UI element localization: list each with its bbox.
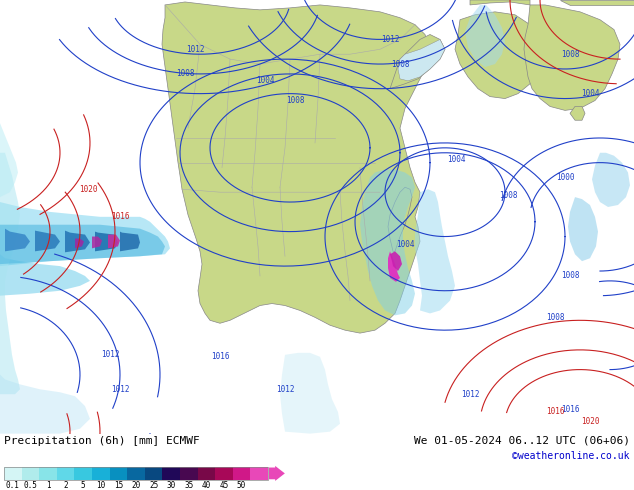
Bar <box>180 467 198 480</box>
Polygon shape <box>108 235 120 248</box>
Polygon shape <box>388 187 412 251</box>
Polygon shape <box>65 231 90 252</box>
Text: 40: 40 <box>202 481 211 490</box>
Bar <box>39 467 57 480</box>
Polygon shape <box>390 251 402 271</box>
Text: 50: 50 <box>237 481 246 490</box>
Text: 2: 2 <box>63 481 68 490</box>
Text: 15: 15 <box>113 481 123 490</box>
Polygon shape <box>570 106 585 120</box>
Text: 20: 20 <box>131 481 141 490</box>
Polygon shape <box>568 197 598 261</box>
FancyArrow shape <box>269 466 285 481</box>
Text: Precipitation (6h) [mm] ECMWF: Precipitation (6h) [mm] ECMWF <box>4 436 200 446</box>
Bar <box>92 467 110 480</box>
Text: ©weatheronline.co.uk: ©weatheronline.co.uk <box>512 451 630 461</box>
Text: 1008: 1008 <box>546 313 564 322</box>
Polygon shape <box>470 0 530 5</box>
Text: 25: 25 <box>149 481 158 490</box>
Text: We 01-05-2024 06..12 UTC (06+06): We 01-05-2024 06..12 UTC (06+06) <box>414 436 630 446</box>
Text: 1012: 1012 <box>111 385 129 394</box>
Polygon shape <box>592 153 630 207</box>
Bar <box>162 467 180 480</box>
Polygon shape <box>0 153 20 394</box>
Text: 1004: 1004 <box>447 155 465 164</box>
Bar <box>198 467 215 480</box>
Polygon shape <box>390 34 445 89</box>
Text: 1004: 1004 <box>256 76 275 85</box>
Polygon shape <box>162 2 430 333</box>
Polygon shape <box>0 98 18 197</box>
Polygon shape <box>388 251 400 282</box>
Text: 1000: 1000 <box>556 173 574 182</box>
Bar <box>4 467 22 480</box>
Bar <box>74 467 92 480</box>
Polygon shape <box>95 232 118 251</box>
Polygon shape <box>75 239 84 248</box>
Bar <box>22 467 39 480</box>
Bar <box>145 467 162 480</box>
Text: 30: 30 <box>167 481 176 490</box>
Text: 1: 1 <box>46 481 50 490</box>
Polygon shape <box>0 187 170 266</box>
Polygon shape <box>465 5 505 67</box>
Text: 5: 5 <box>81 481 86 490</box>
Text: 1012: 1012 <box>101 350 119 359</box>
Bar <box>57 467 74 480</box>
Text: 1008: 1008 <box>499 191 517 199</box>
Text: 1008: 1008 <box>176 70 194 78</box>
Text: 1012: 1012 <box>276 385 294 394</box>
Text: 1012: 1012 <box>186 45 204 54</box>
Text: 1016: 1016 <box>546 408 564 416</box>
Polygon shape <box>280 353 340 434</box>
Text: 1016: 1016 <box>111 212 129 221</box>
Bar <box>215 467 233 480</box>
Polygon shape <box>524 5 620 110</box>
Bar <box>127 467 145 480</box>
Bar <box>4 467 268 480</box>
Bar <box>250 467 268 480</box>
Text: 10: 10 <box>96 481 105 490</box>
Polygon shape <box>0 207 90 295</box>
Text: 1004: 1004 <box>581 89 599 98</box>
Polygon shape <box>560 0 634 5</box>
Text: 1020: 1020 <box>79 185 97 194</box>
Bar <box>110 467 127 480</box>
Polygon shape <box>398 39 445 81</box>
Text: 0.1: 0.1 <box>6 481 20 490</box>
Polygon shape <box>35 231 60 251</box>
Text: 1008: 1008 <box>286 96 304 105</box>
Text: 1008: 1008 <box>391 60 410 69</box>
Polygon shape <box>415 189 455 314</box>
Polygon shape <box>120 232 140 251</box>
Text: 1008: 1008 <box>560 271 579 280</box>
Text: 1016: 1016 <box>210 352 230 361</box>
Polygon shape <box>5 229 30 251</box>
Polygon shape <box>92 237 102 248</box>
Text: 35: 35 <box>184 481 193 490</box>
Polygon shape <box>0 374 90 434</box>
Text: 1020: 1020 <box>581 417 599 426</box>
Bar <box>233 467 250 480</box>
Text: 1004: 1004 <box>396 240 414 249</box>
Text: 1012: 1012 <box>381 35 399 44</box>
Polygon shape <box>0 225 165 264</box>
Text: 1012: 1012 <box>461 390 479 399</box>
Text: 0.5: 0.5 <box>23 481 37 490</box>
Text: 1008: 1008 <box>560 49 579 59</box>
Polygon shape <box>360 170 415 316</box>
Text: 45: 45 <box>219 481 229 490</box>
Text: 1016: 1016 <box>560 405 579 414</box>
Polygon shape <box>455 12 545 98</box>
